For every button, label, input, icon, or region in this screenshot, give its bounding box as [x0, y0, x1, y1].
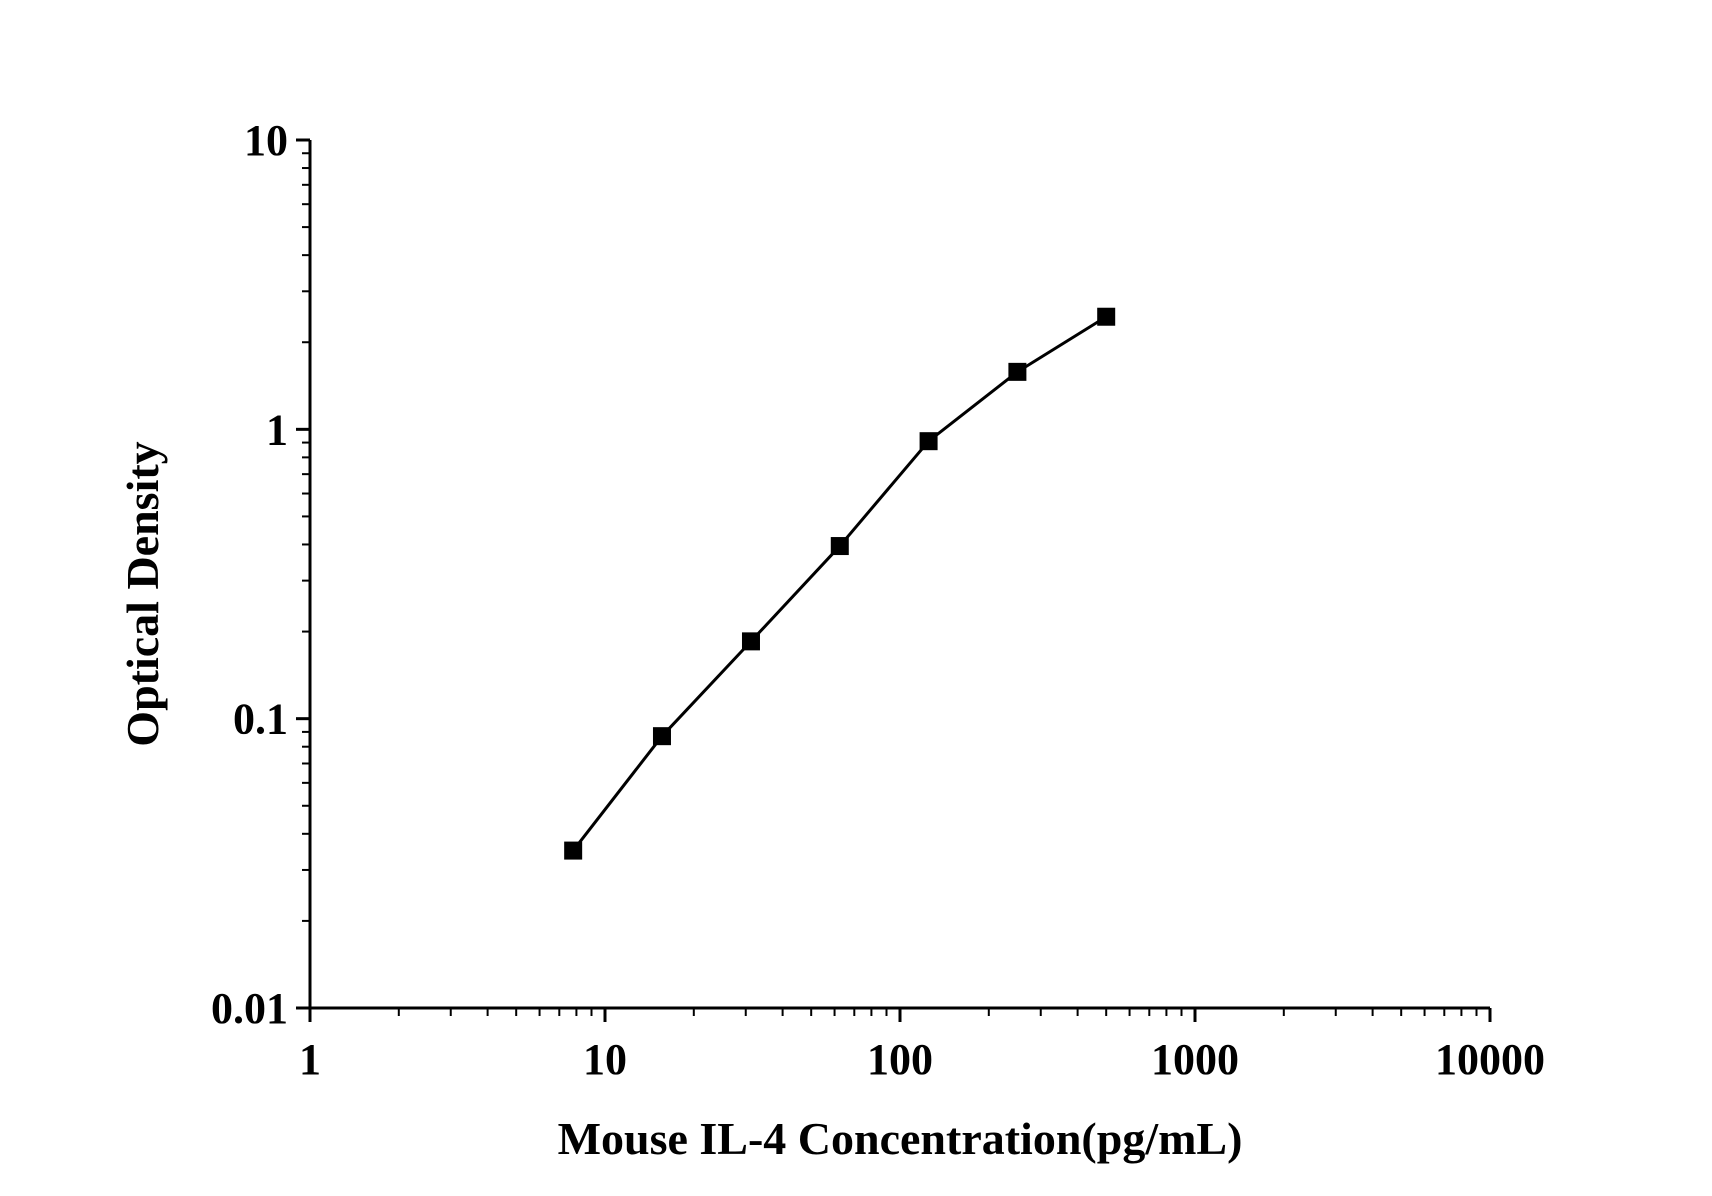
data-point: [564, 841, 583, 860]
x-tick-label: 10: [583, 1035, 627, 1084]
x-tick-label: 10000: [1435, 1035, 1545, 1084]
data-point: [830, 537, 849, 556]
major-ticks: [296, 138, 1492, 1022]
data-point: [741, 632, 760, 651]
y-tick-label: 0.01: [211, 984, 288, 1033]
x-tick-labels: 1 10 100 1000 10000: [299, 1035, 1545, 1084]
series-points: [564, 307, 1116, 860]
data-point: [1008, 362, 1027, 381]
x-tick-label: 100: [867, 1035, 933, 1084]
series-line-segment: [749, 545, 841, 643]
series-lines: [571, 315, 1107, 852]
series-line-segment: [660, 640, 753, 738]
series-line-segment: [1016, 315, 1107, 374]
series-line-segment: [838, 440, 930, 548]
y-axis-title: Optical Density: [117, 441, 168, 746]
x-axis-title: Mouse IL-4 Concentration(pg/mL): [558, 1113, 1243, 1164]
series-line-segment: [927, 370, 1019, 443]
y-tick-labels: 0.01 0.1 1 10: [211, 116, 288, 1033]
data-point: [652, 727, 671, 746]
y-tick-label: 1: [266, 405, 288, 454]
data-point: [919, 432, 938, 451]
x-tick-label: 1: [299, 1035, 321, 1084]
axes: [308, 140, 1490, 1010]
x-tick-label: 1000: [1151, 1035, 1239, 1084]
y-tick-label: 0.1: [233, 695, 288, 744]
data-point: [1097, 307, 1116, 326]
series-line-segment: [571, 735, 664, 852]
y-tick-label: 10: [244, 116, 288, 165]
minor-ticks: [302, 152, 1478, 1016]
